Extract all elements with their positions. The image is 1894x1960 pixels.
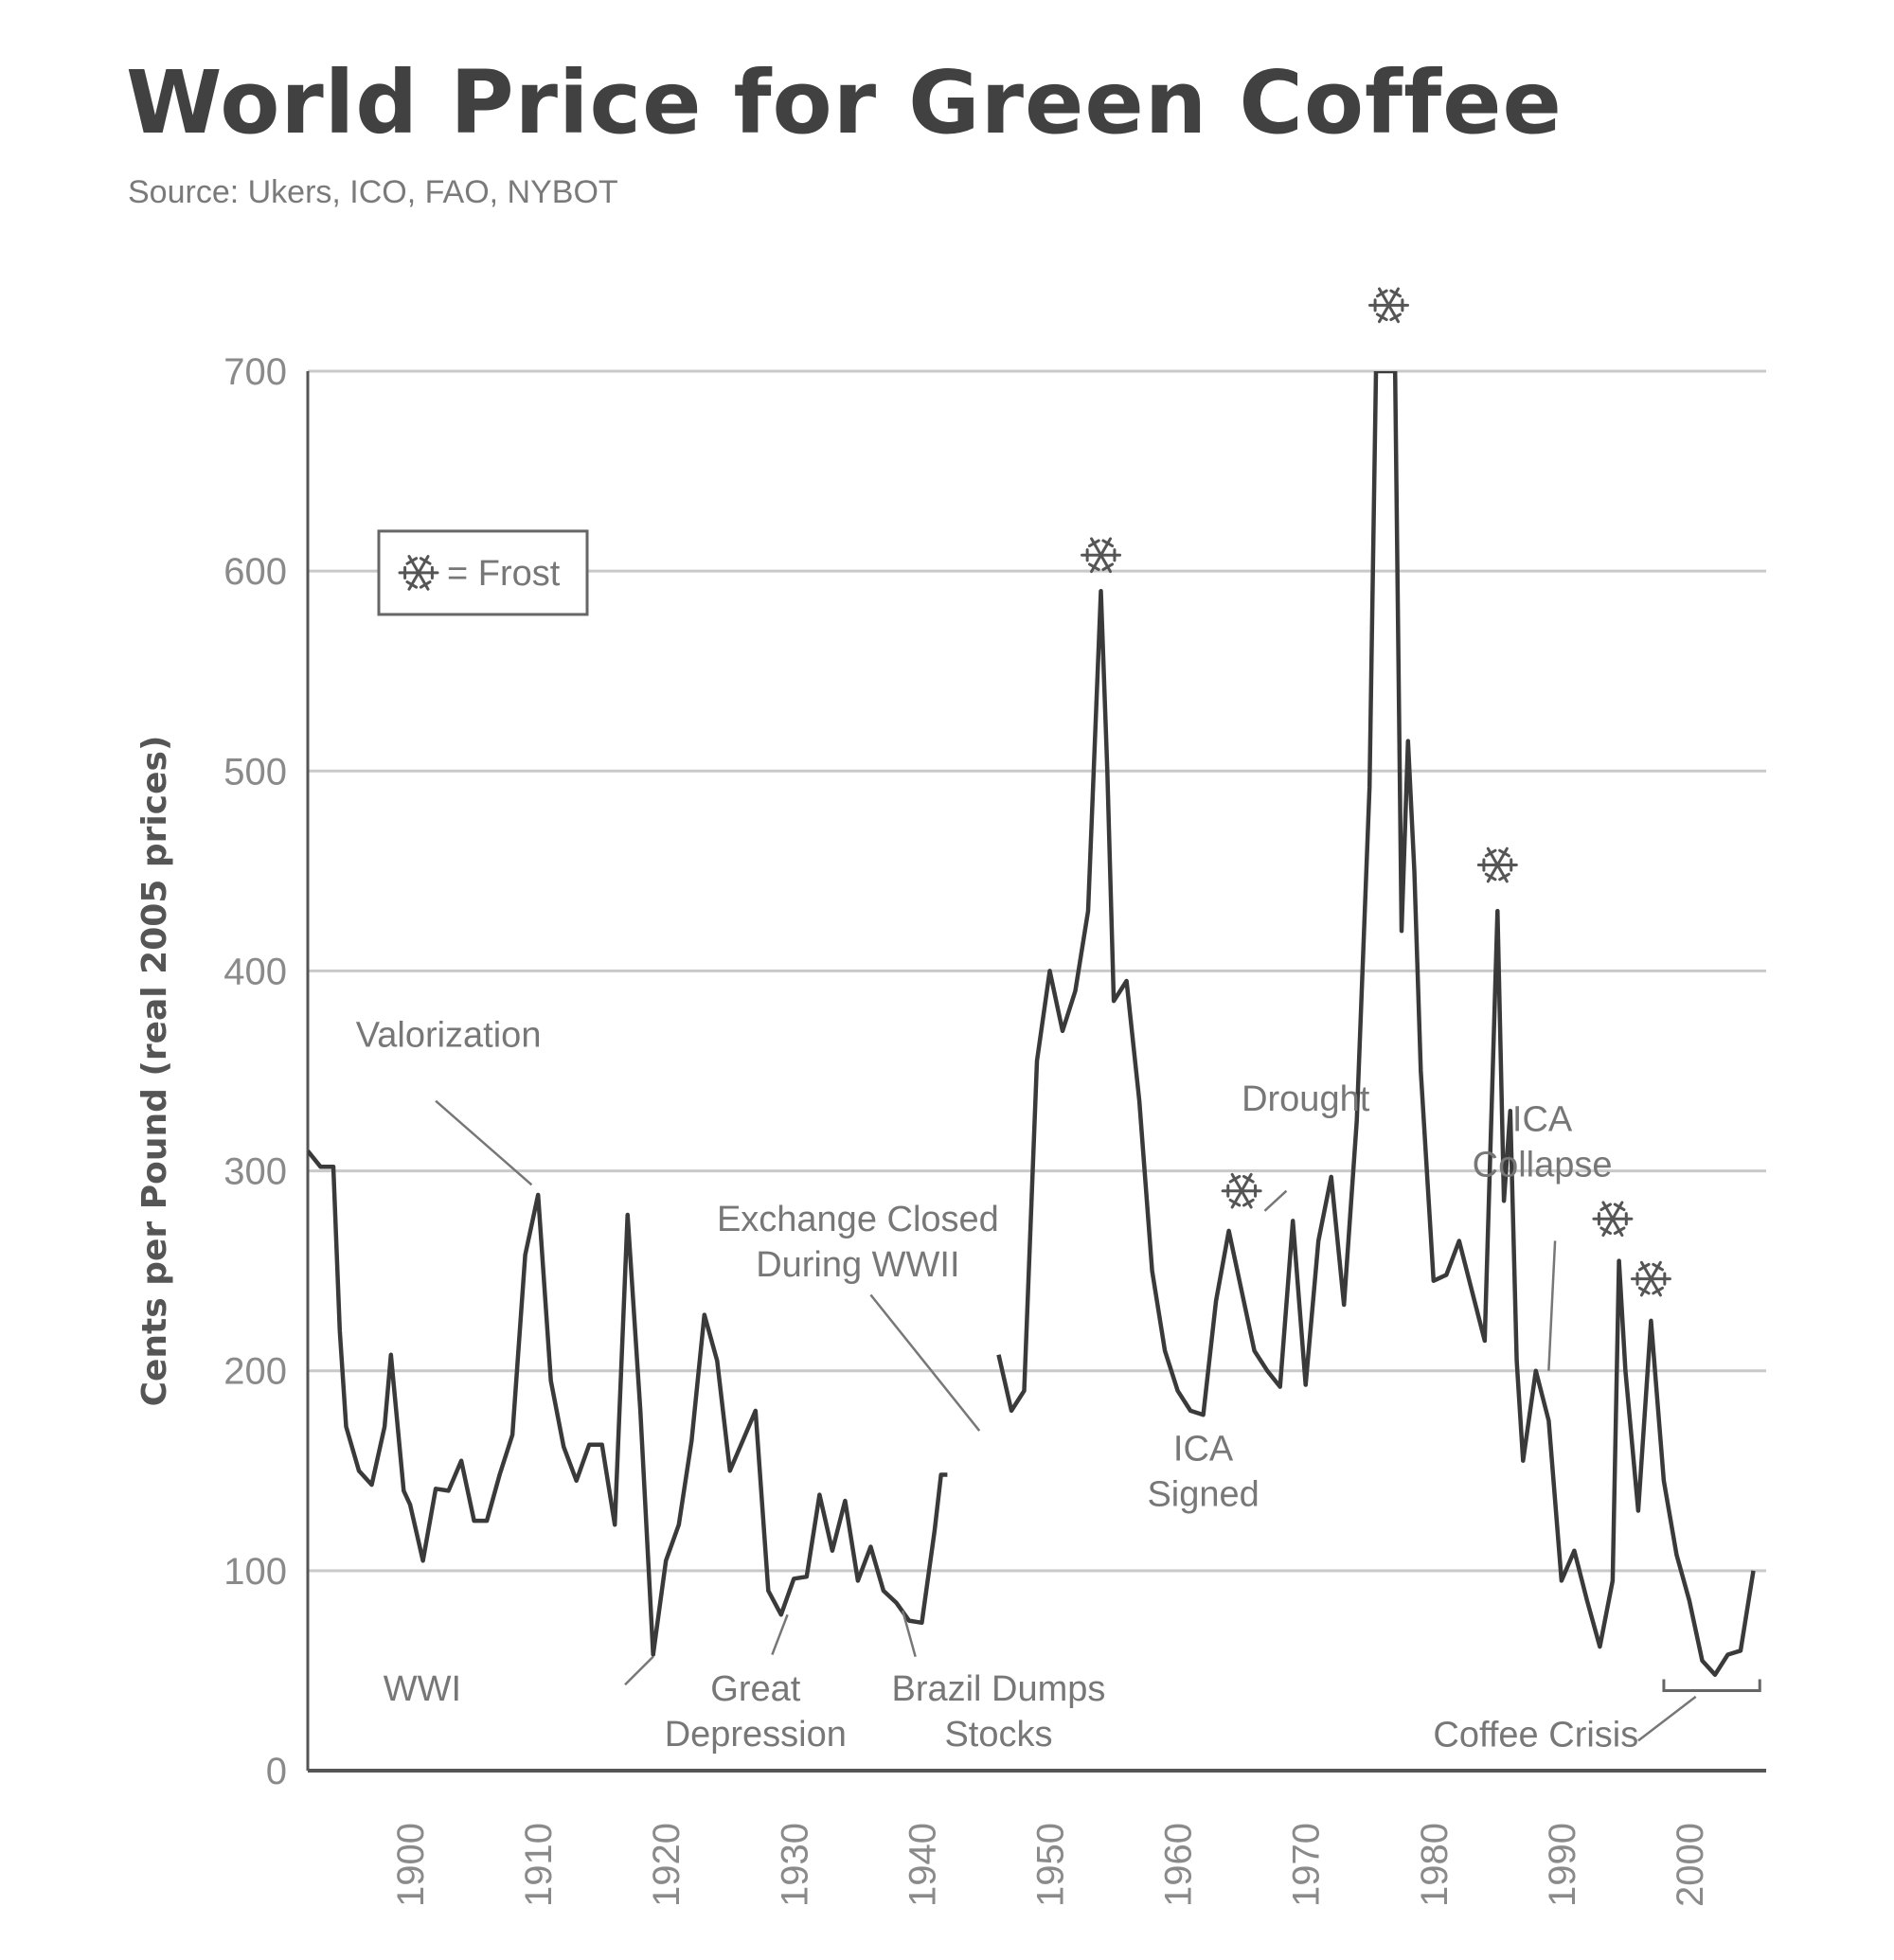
y-tick-label: 100 [223, 1551, 287, 1593]
y-tick-label: 600 [223, 551, 287, 593]
annotation-drought: Drought [1242, 1079, 1370, 1212]
chart-title: World Price for Green Coffee [126, 52, 1563, 153]
frost-tick [1101, 539, 1115, 548]
annotation-valorization: Valorization [356, 1016, 542, 1186]
annotation-text: Collapse [1473, 1145, 1613, 1185]
annotation-pointer [901, 1610, 917, 1657]
x-tick-label: 1900 [390, 1823, 432, 1907]
frost-tick [1498, 872, 1510, 882]
frost-tick [419, 580, 432, 589]
annotation-text: Exchange Closed [717, 1200, 999, 1239]
annotation-text: Great [710, 1669, 800, 1709]
annotation-text: Depression [665, 1715, 847, 1755]
frost-tick [1484, 848, 1497, 858]
annotation-text: ICA [1173, 1430, 1234, 1470]
annotation-text: Drought [1242, 1079, 1370, 1119]
annotation-pointer [435, 1099, 533, 1186]
frost-tick [1087, 539, 1100, 548]
annotation-text: Coffee Crisis [1433, 1716, 1638, 1755]
frost-tick [1637, 1262, 1651, 1272]
x-tick-label: 1930 [774, 1823, 815, 1907]
frost-tick [1228, 1174, 1242, 1184]
frost-tick [1484, 872, 1497, 882]
frost-tick [1613, 1203, 1626, 1212]
frost-marker-3 [1367, 287, 1409, 324]
x-tick-label: 1970 [1286, 1823, 1328, 1907]
legend-label: = Frost [447, 554, 561, 594]
frost-marker-5 [1592, 1201, 1634, 1238]
frost-tick [1242, 1198, 1255, 1207]
annotation-pointer [1547, 1240, 1557, 1371]
annotation-great-depression: Great Depression [665, 1613, 847, 1755]
annotation-text: Stocks [944, 1715, 1052, 1755]
annotation-text: Valorization [356, 1016, 542, 1056]
x-tick-label: 1950 [1030, 1823, 1072, 1907]
annotation-pointer [1263, 1189, 1288, 1212]
y-tick-label: 400 [223, 951, 287, 992]
y-tick-label: 500 [223, 751, 287, 793]
annotation-text: Brazil Dumps [891, 1669, 1105, 1709]
x-tick-label: 2000 [1670, 1823, 1711, 1907]
x-tick-label: 1980 [1414, 1823, 1456, 1907]
x-tick-label: 1940 [902, 1823, 943, 1907]
annotation-pointer [624, 1655, 654, 1686]
frost-tick [1637, 1286, 1651, 1295]
annotation-ica-collapse: ICA Collapse [1473, 1099, 1613, 1371]
frost-marker-4 [1476, 846, 1518, 883]
coffee-crisis-bracket [1662, 1679, 1761, 1693]
y-tick-label: 200 [223, 1351, 287, 1393]
y-tick-label: 0 [266, 1751, 287, 1792]
annotation-pointer [869, 1293, 981, 1432]
annotation-brazil-dumps: Brazil Dumps Stocks [891, 1610, 1105, 1755]
annotation-exchange-closed: Exchange Closed During WWII [717, 1200, 999, 1432]
x-tick-label: 1910 [518, 1823, 560, 1907]
annotation-text: Signed [1147, 1475, 1259, 1515]
frost-tick [1652, 1286, 1664, 1295]
frost-tick [1599, 1226, 1613, 1236]
x-tick-label: 1960 [1158, 1823, 1200, 1907]
frost-tick [405, 580, 419, 589]
frost-tick [405, 557, 419, 565]
frost-tick [1375, 289, 1388, 298]
frost-tick [1228, 1198, 1242, 1207]
price-line-segment-1 [308, 1149, 948, 1657]
frost-tick [1101, 562, 1115, 572]
annotation-coffee-crisis: Coffee Crisis [1433, 1695, 1697, 1755]
annotation-text: ICA [1512, 1099, 1573, 1139]
frost-tick [419, 557, 432, 565]
frost-tick [1389, 312, 1403, 322]
annotation-wwi: WWI [384, 1655, 654, 1709]
frost-tick [1599, 1203, 1613, 1212]
frost-tick [1389, 289, 1403, 298]
y-tick-label: 300 [223, 1151, 287, 1193]
frost-tick [1375, 312, 1388, 322]
frost-tick [1498, 848, 1510, 858]
annotation-pointer [771, 1613, 789, 1655]
frost-icon [398, 555, 439, 591]
frost-marker-1 [1081, 537, 1122, 574]
chart-source: Source: Ukers, ICO, FAO, NYBOT [128, 174, 618, 210]
price-line-segment-2 [996, 371, 1756, 1677]
annotation-text: WWI [384, 1669, 461, 1709]
frost-tick [1652, 1262, 1664, 1272]
annotation-pointer [1637, 1695, 1697, 1742]
frost-marker-6 [1630, 1260, 1671, 1297]
x-tick-label: 1990 [1542, 1823, 1583, 1907]
x-tick-label: 1920 [646, 1823, 688, 1907]
annotation-text: During WWII [756, 1245, 959, 1285]
frost-tick [1087, 562, 1100, 572]
annotation-ica-signed: ICA Signed [1147, 1430, 1259, 1515]
y-tick-label: 700 [223, 351, 287, 393]
frost-tick [1613, 1226, 1626, 1236]
frost-marker-2 [1221, 1172, 1262, 1209]
y-axis-label: Cents per Pound (real 2005 prices) [135, 736, 174, 1407]
frost-tick [1242, 1174, 1255, 1184]
